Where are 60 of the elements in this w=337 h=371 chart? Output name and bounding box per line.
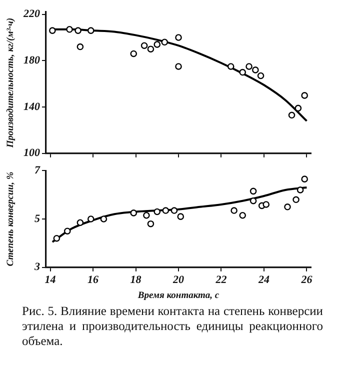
point [87, 27, 94, 34]
point [147, 220, 154, 228]
point [257, 72, 264, 80]
point [76, 219, 84, 226]
point [64, 228, 71, 234]
point [49, 27, 56, 34]
point [262, 201, 270, 208]
x-tick-label: 26 [300, 274, 313, 286]
point [294, 104, 302, 112]
point [250, 188, 257, 195]
point [252, 66, 259, 74]
point [292, 196, 300, 204]
x-tick-label: 24 [257, 274, 270, 286]
y-tick-label: 7 [34, 164, 40, 176]
point [246, 63, 252, 70]
point [175, 63, 182, 70]
point [161, 38, 168, 46]
point [284, 204, 291, 210]
point [250, 197, 257, 204]
point [140, 42, 148, 50]
point [143, 212, 150, 219]
point [76, 43, 84, 50]
point [170, 207, 178, 214]
point [66, 26, 73, 33]
point [288, 112, 296, 119]
point [177, 213, 184, 220]
point [87, 216, 94, 222]
y-tick-label: 220 [22, 8, 40, 20]
y-axis-title: Степень конверсии, % [6, 172, 16, 266]
point [154, 41, 161, 48]
point [53, 234, 60, 242]
point [239, 68, 246, 76]
y-tick-label: 140 [24, 100, 40, 113]
x-tick-label: 20 [172, 274, 184, 286]
point [230, 207, 238, 214]
point [296, 186, 304, 194]
y-tick-label: 180 [24, 54, 40, 67]
x-tick-label: 16 [88, 274, 100, 286]
point [130, 210, 138, 216]
point [100, 216, 108, 222]
x-axis-title: Время контакта, с [136, 290, 220, 301]
y-tick-label: 3 [34, 261, 40, 274]
y-tick-label: 100 [24, 147, 40, 160]
y-tick-label: 5 [34, 212, 40, 225]
point [175, 34, 182, 41]
point [301, 176, 308, 182]
point [162, 207, 170, 214]
x-tick-label: 18 [130, 274, 142, 286]
x-tick-label: 14 [44, 274, 56, 286]
point [239, 212, 246, 219]
point [227, 63, 234, 70]
point [301, 92, 308, 99]
y-axis-title: Производительность, кг/(м³·ч) [6, 18, 16, 149]
point [154, 208, 161, 216]
point [130, 50, 138, 58]
line-series [51, 186, 308, 243]
point [74, 27, 82, 34]
point [147, 46, 154, 52]
text: Рис. 5. Влияние времени контакта на степень конверсии этилена и производительность единицы реакционного объема. [22, 304, 323, 349]
x-tick-label: 22 [214, 274, 228, 286]
